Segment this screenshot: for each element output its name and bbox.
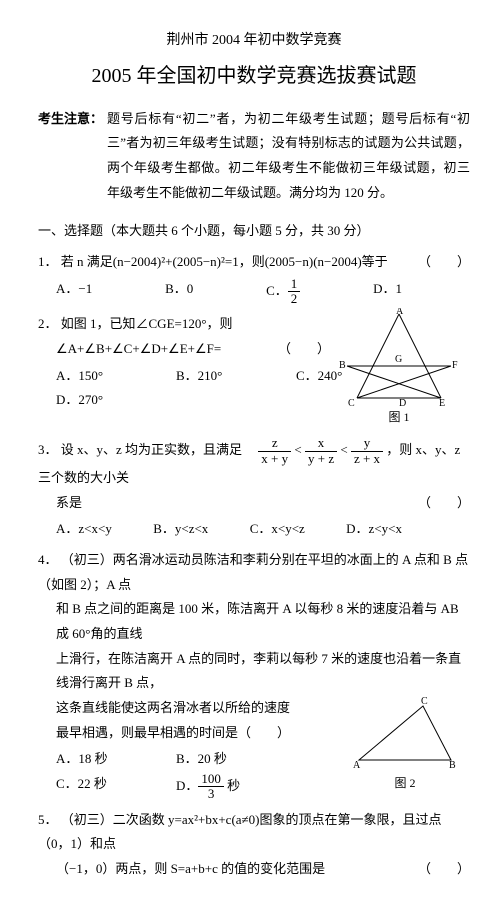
figure-2: A B C 图 2 (340, 696, 470, 795)
q4-stem-2: 和 B 点之间的距离是 100 米，陈洁离开 A 以每秒 8 米的速度沿着与 A… (56, 597, 470, 646)
q1-opt-b: B．0 (165, 277, 193, 307)
svg-text:C: C (421, 696, 428, 707)
question-5: 5． （初三）二次函数 y=ax²+bx+c(a≠0)图象的顶点在第一象限，且过… (38, 808, 470, 882)
q4-opt-c: C．22 秒 (56, 772, 176, 802)
figure-1: A B C D E F G 图 1 (334, 308, 464, 429)
page-title: 2005 年全国初中数学竞赛选拔赛试题 (38, 57, 470, 95)
q1-opt-a: A．−1 (56, 277, 92, 307)
q3-stem-c: 系是 (56, 495, 82, 510)
notice-label: 考生注意： (38, 107, 107, 206)
answer-blank: （ ） (418, 491, 470, 516)
svg-text:E: E (439, 398, 445, 408)
svg-text:G: G (395, 354, 402, 365)
svg-text:C: C (348, 398, 355, 408)
page-subtitle: 荆州市 2004 年初中数学竞赛 (38, 28, 470, 55)
q1-opt-d: D．1 (373, 277, 402, 307)
q1-options: A．−1 B．0 C．12 D．1 (56, 277, 430, 307)
svg-text:B: B (339, 360, 346, 371)
answer-blank: （ ） (418, 857, 470, 882)
section-1-heading: 一、选择题（本大题共 6 个小题，每小题 5 分，共 30 分） (38, 219, 470, 244)
answer-blank: （ ） (278, 337, 330, 362)
q3-opt-b: B．y<z<x (153, 517, 208, 542)
q3-number: 3． (38, 442, 58, 457)
q4-opt-a: A．18 秒 (56, 747, 176, 772)
q2-stem-a: 如图 1，已知∠CGE=120°，则 (61, 316, 233, 331)
svg-text:B: B (449, 760, 456, 771)
q3-stem-a: 设 x、y、z 均为正实数，且满足 (61, 442, 255, 457)
q4-opt-b: B．20 秒 (176, 747, 296, 772)
q1-opt-c: C．12 (266, 277, 300, 307)
q4-stem-3: 上滑行，在陈洁离开 A 点的同时，李莉以每秒 7 米的速度也沿着一条直线滑行离开… (56, 647, 470, 696)
q4-options: A．18 秒 B．20 秒 C．22 秒 D．1003 秒 (56, 747, 334, 801)
svg-text:F: F (452, 360, 458, 371)
q5-stem-2: （−1，0）两点，则 S=a+b+c 的值的变化范围是 (56, 861, 325, 876)
figure-2-label: 图 2 (340, 772, 470, 795)
svg-text:A: A (396, 308, 404, 317)
q3-opt-c: C．x<y<z (250, 517, 305, 542)
exam-notice: 考生注意： 题号后标有“初二”者，为初二年级考生试题；题号后标有“初三”者为初三… (38, 107, 470, 206)
q4-opt-d: D．1003 秒 (176, 772, 296, 802)
q2-stem-b: ∠A+∠B+∠C+∠D+∠E+∠F= (56, 341, 221, 356)
q2-opt-b: B．210° (176, 364, 296, 389)
q3-options: A．z<x<y B．y<z<x C．x<y<z D．z<y<x (56, 517, 430, 542)
q4-number: 4． (38, 552, 58, 567)
q5-stem-1: （初三）二次函数 y=ax²+bx+c(a≠0)图象的顶点在第一象限，且过点（0… (38, 812, 442, 852)
q3-opt-a: A．z<x<y (56, 517, 112, 542)
question-1: 1． 若 n 满足(n−2004)²+(2005−n)²=1，则(2005−n)… (38, 250, 470, 306)
question-3: 3． 设 x、y、z 均为正实数，且满足 zx + y < xy + z < y… (38, 436, 470, 542)
q2-number: 2． (38, 316, 58, 331)
q1-stem: 若 n 满足(n−2004)²+(2005−n)²=1，则(2005−n)(n−… (61, 254, 388, 269)
q4-stem-1: （初三）两名滑冰运动员陈洁和李莉分别在平坦的冰面上的 A 点和 B 点（如图 2… (38, 552, 468, 592)
svg-text:A: A (353, 760, 361, 771)
q3-opt-d: D．z<y<x (346, 517, 402, 542)
answer-blank: （ ） (418, 250, 470, 275)
figure-1-label: 图 1 (334, 406, 464, 429)
question-2: A B C D E F G 图 1 2． 如图 1，已知∠CGE=120°，则 … (38, 312, 470, 430)
q5-number: 5． (38, 812, 58, 827)
notice-body: 题号后标有“初二”者，为初二年级考生试题；题号后标有“初三”者为初三年级考生试题… (107, 107, 470, 206)
question-4: 4． （初三）两名滑冰运动员陈洁和李莉分别在平坦的冰面上的 A 点和 B 点（如… (38, 548, 470, 802)
q1-number: 1． (38, 254, 58, 269)
q2-opt-a: A．150° (56, 364, 176, 389)
q2-opt-d: D．270° (56, 388, 176, 413)
